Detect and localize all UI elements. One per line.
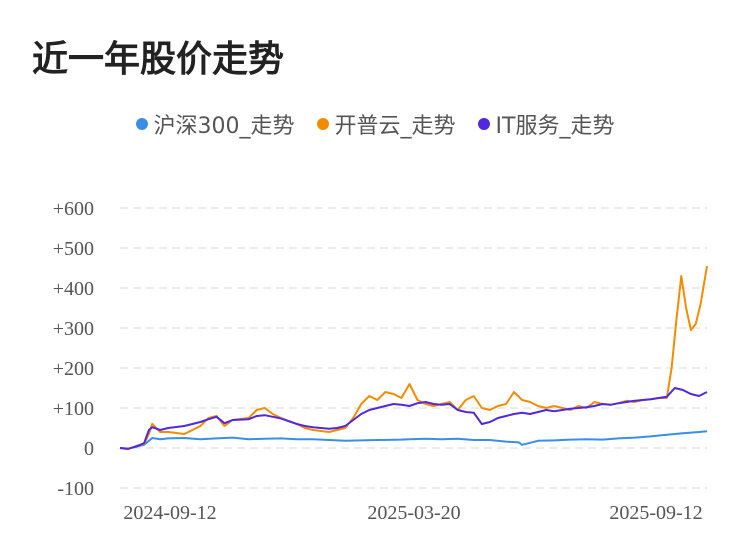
it-service-series-line <box>119 387 708 450</box>
x-tick-label: 2025-09-12 <box>609 502 702 524</box>
legend-label-kaipuyun: 开普云_走势 <box>334 114 456 139</box>
legend-dot-kaipuyun <box>316 118 329 130</box>
legend-label-hs300: 沪深300_走势 <box>153 114 295 139</box>
x-tick-label: 2024-09-12 <box>123 502 216 524</box>
y-tick-label: 0 <box>84 438 94 460</box>
legend-item-it-service[interactable]: IT服务_走势 <box>477 108 615 140</box>
y-tick-label: +500 <box>53 238 94 260</box>
y-tick-label: +400 <box>53 278 94 300</box>
hs300-series-line <box>119 430 708 450</box>
y-tick-label: +200 <box>53 358 94 380</box>
legend-dot-hs300 <box>135 118 148 130</box>
y-tick-label: +100 <box>53 398 94 420</box>
chart-legend: 沪深300_走势 开普云_走势 IT服务_走势 <box>0 108 750 140</box>
kaipuyun-series-line <box>119 265 708 451</box>
legend-item-kaipuyun[interactable]: 开普云_走势 <box>316 108 456 140</box>
y-tick-label: +600 <box>53 198 94 220</box>
y-tick-label: +300 <box>53 318 94 340</box>
legend-item-hs300[interactable]: 沪深300_走势 <box>135 108 295 140</box>
x-tick-label: 2025-03-20 <box>367 502 460 524</box>
legend-dot-it-service <box>477 118 490 130</box>
legend-label-it-service: IT服务_走势 <box>495 114 615 139</box>
y-tick-label: -100 <box>57 478 94 500</box>
chart-title: 近一年股价走势 <box>32 39 285 80</box>
